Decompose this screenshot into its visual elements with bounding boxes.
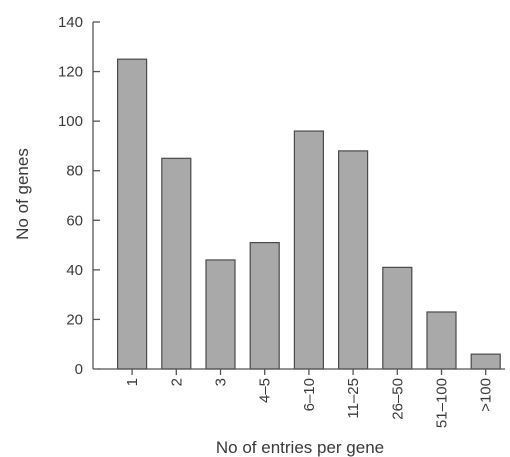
x-tick-label: 51–100 <box>434 378 451 428</box>
y-tick-label: 100 <box>58 113 83 130</box>
x-tick-label: 2 <box>168 378 185 386</box>
y-tick-label: 40 <box>66 262 83 279</box>
bar <box>470 353 501 370</box>
x-tick-label: 4–5 <box>257 378 274 403</box>
y-tick-label: 120 <box>58 64 83 81</box>
x-tick-label: 1 <box>124 378 141 386</box>
bar <box>293 130 324 370</box>
x-tick-label: 6–10 <box>301 378 318 411</box>
bar <box>116 58 148 370</box>
x-tick-label: >100 <box>478 378 495 412</box>
x-axis-title: No of entries per gene <box>216 438 384 457</box>
y-tick-label: 60 <box>66 212 83 229</box>
y-tick-label: 140 <box>58 14 83 31</box>
bar <box>426 311 457 370</box>
x-tick-label: 3 <box>213 378 230 386</box>
y-tick-label: 0 <box>75 361 83 378</box>
bar <box>338 150 369 370</box>
x-tick-label: 26–50 <box>389 378 406 420</box>
bars-group <box>116 58 501 370</box>
y-axis-title: No of genes <box>13 148 32 240</box>
bar <box>205 259 236 370</box>
bar <box>382 266 413 370</box>
x-axis: 1 2 3 4–5 6–10 11–25 26–50 51–100 >100 <box>98 368 505 428</box>
x-tick-label: 11–25 <box>345 378 362 419</box>
y-tick-label: 20 <box>66 311 83 328</box>
y-tick-label: 80 <box>66 163 83 180</box>
bar <box>161 157 192 370</box>
y-axis: 0 20 40 60 80 100 120 140 <box>58 14 100 378</box>
bar <box>249 241 280 370</box>
